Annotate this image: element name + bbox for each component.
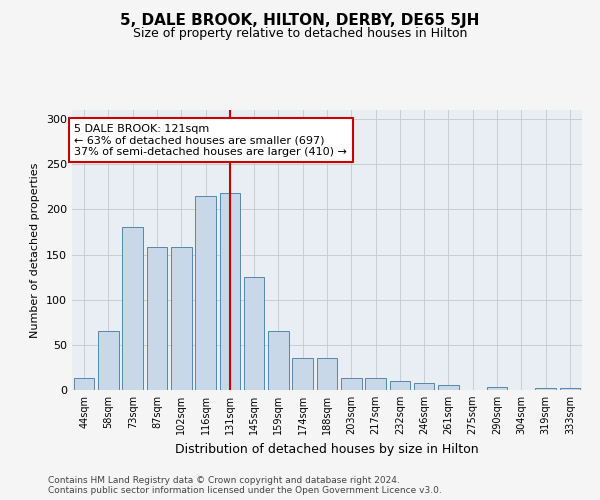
Bar [292, 358, 313, 390]
Y-axis label: Number of detached properties: Number of detached properties [31, 162, 40, 338]
Bar [122, 228, 143, 390]
Bar [365, 378, 386, 390]
X-axis label: Distribution of detached houses by size in Hilton: Distribution of detached houses by size … [175, 442, 479, 456]
Bar [389, 381, 410, 390]
Text: Contains HM Land Registry data © Crown copyright and database right 2024.
Contai: Contains HM Land Registry data © Crown c… [48, 476, 442, 495]
Bar [74, 378, 94, 390]
Text: 5, DALE BROOK, HILTON, DERBY, DE65 5JH: 5, DALE BROOK, HILTON, DERBY, DE65 5JH [121, 12, 479, 28]
Bar [171, 248, 191, 390]
Bar [535, 388, 556, 390]
Bar [560, 388, 580, 390]
Bar [438, 386, 459, 390]
Bar [244, 277, 265, 390]
Bar [317, 358, 337, 390]
Bar [195, 196, 216, 390]
Bar [220, 193, 240, 390]
Text: 5 DALE BROOK: 121sqm
← 63% of detached houses are smaller (697)
37% of semi-deta: 5 DALE BROOK: 121sqm ← 63% of detached h… [74, 124, 347, 156]
Bar [487, 388, 508, 390]
Text: Size of property relative to detached houses in Hilton: Size of property relative to detached ho… [133, 28, 467, 40]
Bar [146, 248, 167, 390]
Bar [268, 332, 289, 390]
Bar [98, 332, 119, 390]
Bar [414, 383, 434, 390]
Bar [341, 378, 362, 390]
